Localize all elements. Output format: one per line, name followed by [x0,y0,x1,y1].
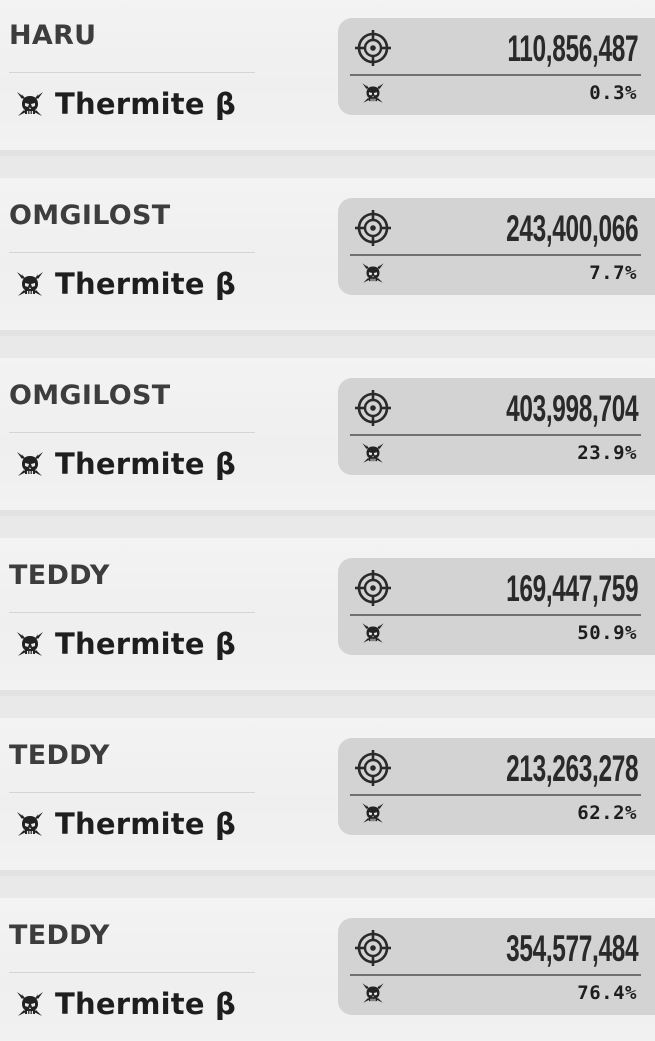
percentile-value: 50.9% [577,622,637,644]
score-value: 354,577,484 [505,928,639,969]
divider [9,432,255,433]
score-value: 110,856,487 [507,28,638,69]
character-info: Thermite β [14,626,236,662]
player-name: TEDDY [9,920,110,951]
leaderboard-entry[interactable]: OMGILOST Thermite β 243,400,066 7.7% [0,178,655,336]
crosshair-target-icon [354,389,392,427]
divider [9,72,255,73]
score-value: 213,263,278 [505,748,639,789]
character-info: Thermite β [14,986,236,1022]
divider [9,612,255,613]
player-name: OMGILOST [9,380,171,411]
thermite-skull-icon [360,260,386,286]
character-info: Thermite β [14,86,236,122]
divider [350,974,641,976]
divider [350,254,641,256]
thermite-skull-icon [360,440,386,466]
leaderboard-entry[interactable]: HARU Thermite β 110,856,487 0.3% [0,0,655,156]
thermite-skull-icon [14,88,46,120]
crosshair-target-icon [354,29,392,67]
score-value: 403,998,704 [505,388,639,429]
percentile-value: 23.9% [577,442,637,464]
score-value: 243,400,066 [505,208,639,249]
thermite-skull-icon [14,628,46,660]
percentile-value: 7.7% [589,262,637,284]
character-name: Thermite β [55,987,236,1021]
player-name: OMGILOST [9,200,171,231]
player-name: HARU [9,20,97,51]
percentile-value: 76.4% [577,982,637,1004]
character-name: Thermite β [55,627,236,661]
character-name: Thermite β [55,87,236,121]
leaderboard-entry[interactable]: TEDDY Thermite β 213,263,278 62.2% [0,718,655,876]
character-info: Thermite β [14,266,236,302]
score-panel: 354,577,484 76.4% [338,918,655,1015]
character-info: Thermite β [14,446,236,482]
character-name: Thermite β [55,267,236,301]
crosshair-target-icon [354,749,392,787]
score-panel: 243,400,066 7.7% [338,198,655,295]
divider [350,434,641,436]
character-name: Thermite β [55,807,236,841]
score-value: 169,447,759 [505,568,639,609]
percentile-value: 62.2% [577,802,637,824]
crosshair-target-icon [354,209,392,247]
thermite-skull-icon [14,448,46,480]
thermite-skull-icon [360,80,386,106]
thermite-skull-icon [14,808,46,840]
divider [350,74,641,76]
divider [9,972,255,973]
leaderboard-entry[interactable]: TEDDY Thermite β 354,577,484 76.4% [0,898,655,1041]
divider [350,794,641,796]
percentile-value: 0.3% [589,82,637,104]
divider [350,614,641,616]
crosshair-target-icon [354,569,392,607]
thermite-skull-icon [14,268,46,300]
crosshair-target-icon [354,929,392,967]
thermite-skull-icon [360,800,386,826]
thermite-skull-icon [360,620,386,646]
leaderboard-entry[interactable]: OMGILOST Thermite β 403,998,704 23.9% [0,358,655,516]
player-name: TEDDY [9,740,110,771]
leaderboard-entry[interactable]: TEDDY Thermite β 169,447,759 50.9% [0,538,655,696]
score-panel: 213,263,278 62.2% [338,738,655,835]
character-info: Thermite β [14,806,236,842]
divider [9,252,255,253]
thermite-skull-icon [14,988,46,1020]
divider [9,792,255,793]
score-panel: 169,447,759 50.9% [338,558,655,655]
score-panel: 403,998,704 23.9% [338,378,655,475]
thermite-skull-icon [360,980,386,1006]
score-panel: 110,856,487 0.3% [338,18,655,115]
character-name: Thermite β [55,447,236,481]
player-name: TEDDY [9,560,110,591]
